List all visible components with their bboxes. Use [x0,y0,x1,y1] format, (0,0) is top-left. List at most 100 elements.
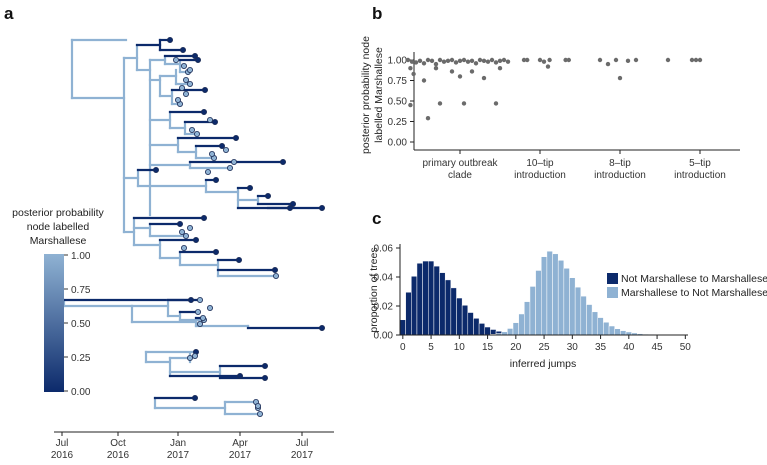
tree-tip [261,374,268,381]
tree-tip [272,272,279,279]
histogram-x-tick-label: 25 [539,342,551,353]
scatter-point [505,59,511,64]
tree-tip [186,354,193,361]
scatter-y-tick-label: 0.25 [388,117,408,128]
scatter-point [497,58,503,64]
scatter-point [489,57,495,63]
scatter-point [477,57,483,63]
tree-tip [188,127,195,134]
scatter-y-tick-label: 1.00 [388,56,408,67]
scatter-point [563,57,568,63]
histogram-bar [439,272,446,336]
tree-x-tick-label: 2017 [167,450,190,461]
histogram-bar [580,295,587,336]
scatter-point [409,59,415,64]
tree-tip [186,81,193,88]
scatter-point [453,60,459,65]
tree-tip [236,372,243,379]
tree-tip [174,97,181,104]
histogram-x-tick-label: 20 [510,342,522,353]
tree-x-tick-label: Jan [170,438,186,449]
scatter-point [429,58,435,64]
tree-tip [201,87,208,94]
scatter-y-label-line: posterior probability node [360,36,372,154]
tree-tip [191,53,198,60]
legend-tick-label: 0.00 [71,387,91,398]
histogram-x-tick-label: 5 [428,342,434,353]
histogram-bar [473,318,480,336]
tree-x-tick-label: 2016 [51,450,74,461]
tree-tip [196,296,203,303]
panel-b-letter: b [372,4,382,23]
scatter-point [617,75,623,81]
tree-tip [261,362,268,369]
scatter-point [433,66,439,71]
tree-tip [200,109,207,116]
tree-x-tick-label: Apr [232,438,248,449]
scatter-point [541,59,547,64]
histogram-bar [557,260,565,336]
tree-x-tick-label: Oct [110,438,126,449]
tree-tip [180,244,187,251]
scatter-point [689,57,695,63]
histogram-bar [467,312,474,336]
histogram-bar [603,321,610,336]
tree-tip [178,228,185,235]
scatter-y-tick-label: 0.50 [388,97,408,108]
histogram-y-tick-label: 0.02 [374,302,394,313]
tree-tip [318,324,325,331]
tree-tip [204,168,211,175]
legend-tick-label: 1.00 [71,251,91,262]
tree-x-tick-label: Jul [56,438,69,449]
histogram-bar [507,328,514,336]
histogram-bar [591,311,598,336]
scatter-point [425,57,431,63]
tree-tip [186,67,193,74]
histogram-bar [422,260,429,336]
histogram-y-tick-label: 0.04 [374,273,394,284]
scatter-point [525,57,530,63]
scatter-points [405,57,703,121]
tree-tip [179,47,186,54]
histogram-bar [518,313,525,336]
histogram-bar [456,297,463,336]
tree-tip [152,166,159,173]
tree-tip [192,236,199,243]
tree-tip [218,142,225,149]
scatter-point [485,59,491,64]
scatter-point [441,59,447,64]
tree-tip [193,130,200,137]
scatter-point [545,64,551,69]
tree-tip [182,91,189,98]
scatter-x-tick-label: clade [448,170,472,181]
tree-tip [200,214,207,221]
scatter-point [437,57,443,63]
histogram-bar [399,319,406,336]
tree-tip [172,57,179,64]
tree-tip [180,63,187,70]
phylogenetic-tree [62,37,325,417]
legend-label: Not Marshallese to Marshallese [621,273,767,285]
scatter-point [537,57,543,63]
legend-swatch-marshallese-to-not-marshallese [607,287,618,298]
scatter-x-tick-label: 5–tip [689,158,711,169]
tree-tip [289,200,296,207]
legend-title-line: posterior probability [12,207,104,219]
scatter-point [445,58,451,64]
scatter-point [605,61,611,67]
scatter-point [433,61,439,67]
scatter-point [521,57,527,63]
scatter-point [493,60,499,65]
panel-c-letter: c [372,209,381,228]
tree-tip [212,248,219,255]
scatter-point [425,116,431,121]
histogram-bar [574,286,582,336]
scatter-point [411,71,416,77]
scatter-point [461,101,467,106]
scatter-point [437,101,443,106]
histogram-bar [608,325,615,336]
histogram-x-tick-label: 0 [400,342,406,353]
tree-tip [206,304,213,311]
scatter-point [493,101,499,106]
